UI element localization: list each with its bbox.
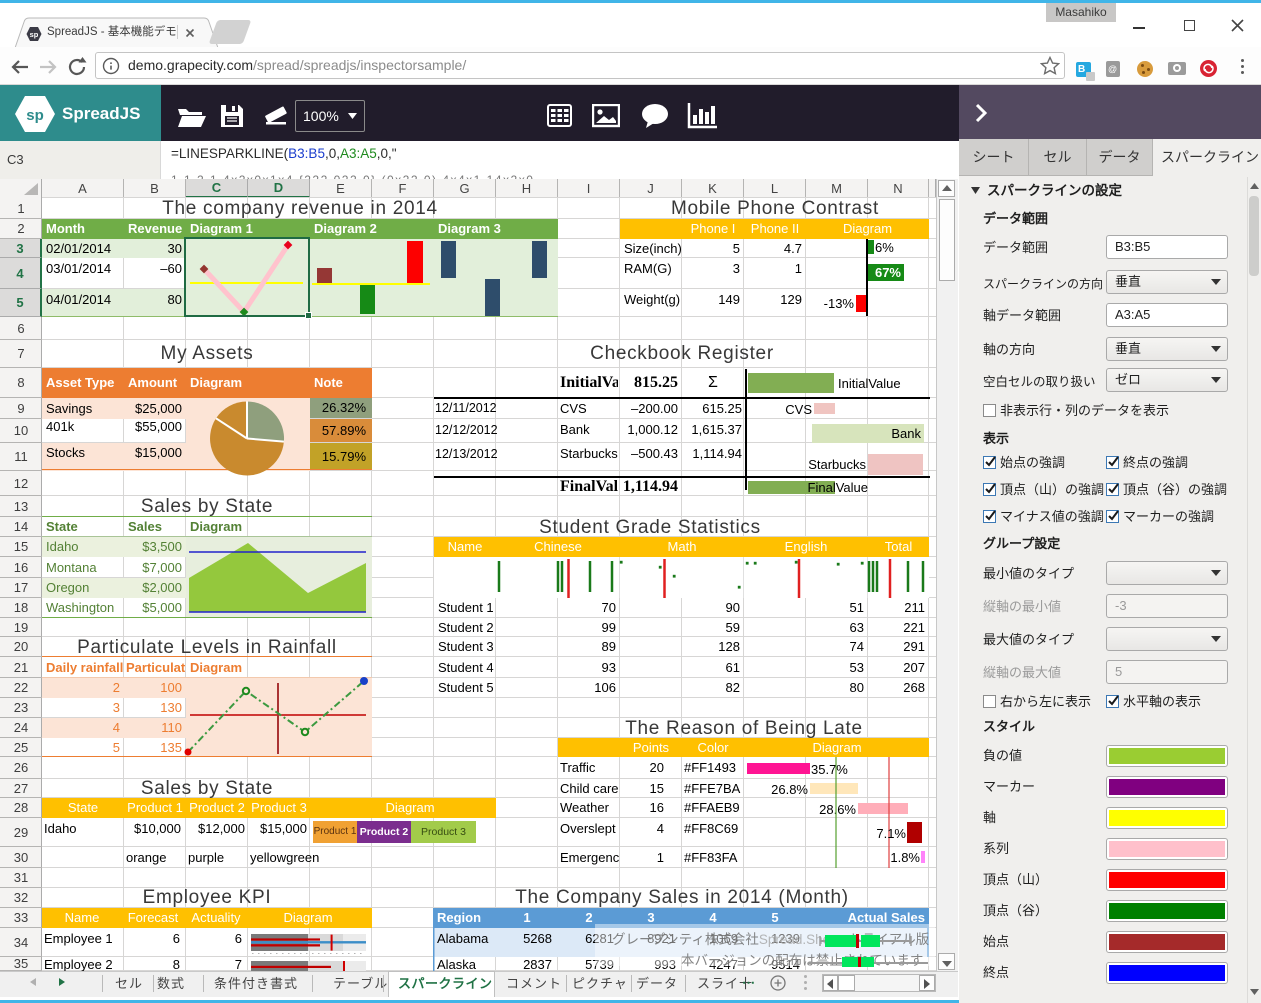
svg-text:1.8%: 1.8%	[890, 850, 920, 865]
svg-text:26.8%: 26.8%	[771, 782, 808, 797]
svg-text:7.1%: 7.1%	[876, 826, 906, 841]
svg-text:28.6%: 28.6%	[819, 802, 856, 817]
svg-text:35.7%: 35.7%	[811, 762, 848, 777]
svg-text:-13%: -13%	[824, 296, 855, 311]
svg-text:InitialValue: InitialValue	[838, 376, 901, 391]
svg-text:Bank: Bank	[891, 426, 921, 441]
svg-text:sp: sp	[30, 30, 39, 39]
svg-text:sp: sp	[26, 107, 44, 124]
svg-text:67%: 67%	[875, 265, 901, 280]
svg-text:CVS: CVS	[785, 402, 812, 417]
svg-text:FinalValue: FinalValue	[808, 480, 868, 495]
svg-text:6%: 6%	[875, 240, 894, 255]
